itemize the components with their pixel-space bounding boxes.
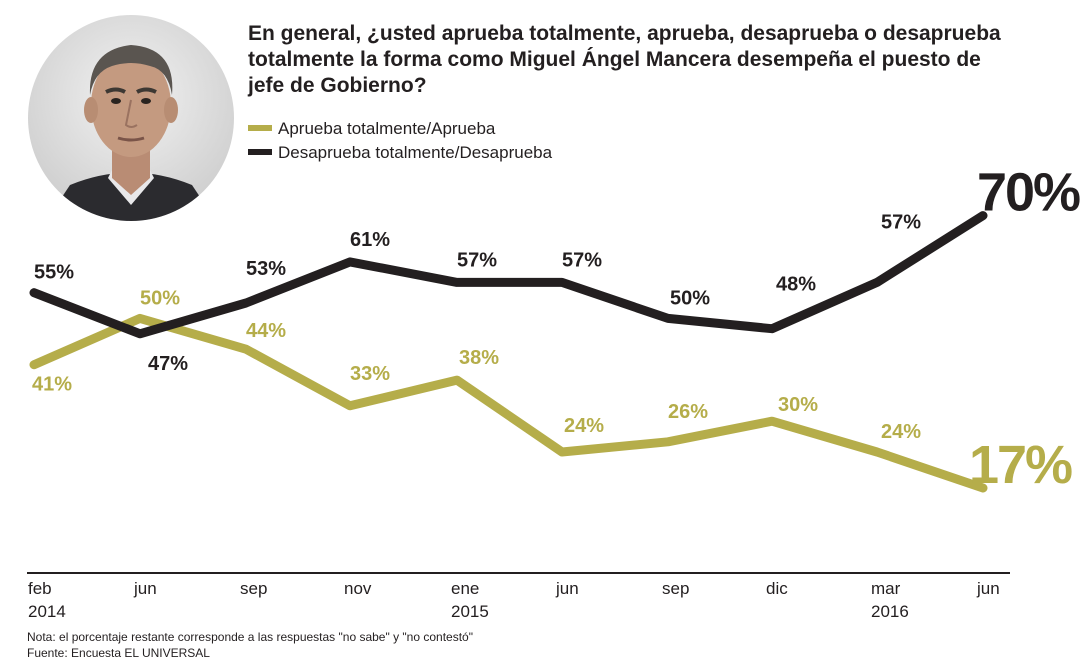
data-label-aprueba-7: 30%	[778, 394, 818, 416]
title-line-1: En general, ¿usted aprueba totalmente, a…	[248, 22, 1001, 45]
data-label-desaprueba-3: 61%	[350, 229, 390, 251]
portrait	[28, 15, 234, 221]
data-label-aprueba-5: 24%	[564, 415, 604, 437]
x-tick-label-8: mar	[871, 579, 901, 598]
data-label-aprueba-3: 33%	[350, 363, 390, 385]
note-text: Nota: el porcentaje restante corresponde…	[27, 630, 473, 644]
x-tick-label-9: jun	[976, 579, 1000, 598]
x-tick-label-3: nov	[344, 579, 372, 598]
x-year-label-2015: 2015	[451, 602, 489, 621]
data-labels-desaprueba: 55% 47% 53% 61% 57% 57% 50% 48% 57% 70%	[34, 163, 1081, 375]
x-year-label-2016: 2016	[871, 602, 909, 621]
x-tick-label-6: sep	[662, 579, 689, 598]
x-tick-label-2: sep	[240, 579, 267, 598]
chart-title: En general, ¿usted aprueba totalmente, a…	[247, 22, 1001, 97]
data-label-desaprueba-9: 70%	[977, 163, 1080, 223]
data-label-desaprueba-7: 48%	[776, 274, 816, 296]
x-year-label-2014: 2014	[28, 602, 66, 621]
data-label-aprueba-4: 38%	[459, 347, 499, 369]
x-tick-label-7: dic	[766, 579, 788, 598]
data-label-desaprueba-5: 57%	[562, 249, 602, 271]
x-tick-label-1: jun	[133, 579, 157, 598]
title-line-3: jefe de Gobierno?	[247, 74, 427, 97]
data-label-desaprueba-8: 57%	[881, 211, 921, 233]
legend: Aprueba totalmente/Aprueba Desaprueba to…	[248, 119, 553, 162]
data-label-desaprueba-6: 50%	[670, 287, 710, 309]
series-line-aprueba	[29, 313, 988, 493]
data-label-desaprueba-2: 53%	[246, 258, 286, 280]
x-tick-label-0: feb	[28, 579, 52, 598]
data-label-desaprueba-4: 57%	[457, 249, 497, 271]
series-line-desaprueba	[29, 211, 988, 339]
x-axis-ticks: feb jun sep nov ene jun sep dic mar jun 2014 2015 20…	[28, 579, 1000, 621]
data-label-aprueba-1: 50%	[140, 287, 180, 309]
x-tick-label-5: jun	[555, 579, 579, 598]
x-tick-label-4: ene	[451, 579, 479, 598]
data-label-desaprueba-0: 55%	[34, 262, 74, 284]
title-line-2: totalmente la forma como Miguel Ángel Ma…	[248, 48, 981, 71]
data-label-desaprueba-1: 47%	[148, 353, 188, 375]
data-labels-aprueba: 41% 50% 44% 33% 38% 24% 26% 30% 24% 17%	[32, 287, 1074, 495]
source-text: Fuente: Encuesta EL UNIVERSAL	[27, 646, 210, 660]
data-label-aprueba-6: 26%	[668, 401, 708, 423]
legend-label-desaprueba: Desaprueba totalmente/Desaprueba	[278, 143, 553, 162]
data-label-aprueba-8: 24%	[881, 421, 921, 443]
data-label-aprueba-0: 41%	[32, 374, 72, 396]
data-label-aprueba-9: 17%	[969, 435, 1072, 495]
data-label-aprueba-2: 44%	[246, 320, 286, 342]
legend-label-aprueba: Aprueba totalmente/Aprueba	[278, 119, 496, 138]
